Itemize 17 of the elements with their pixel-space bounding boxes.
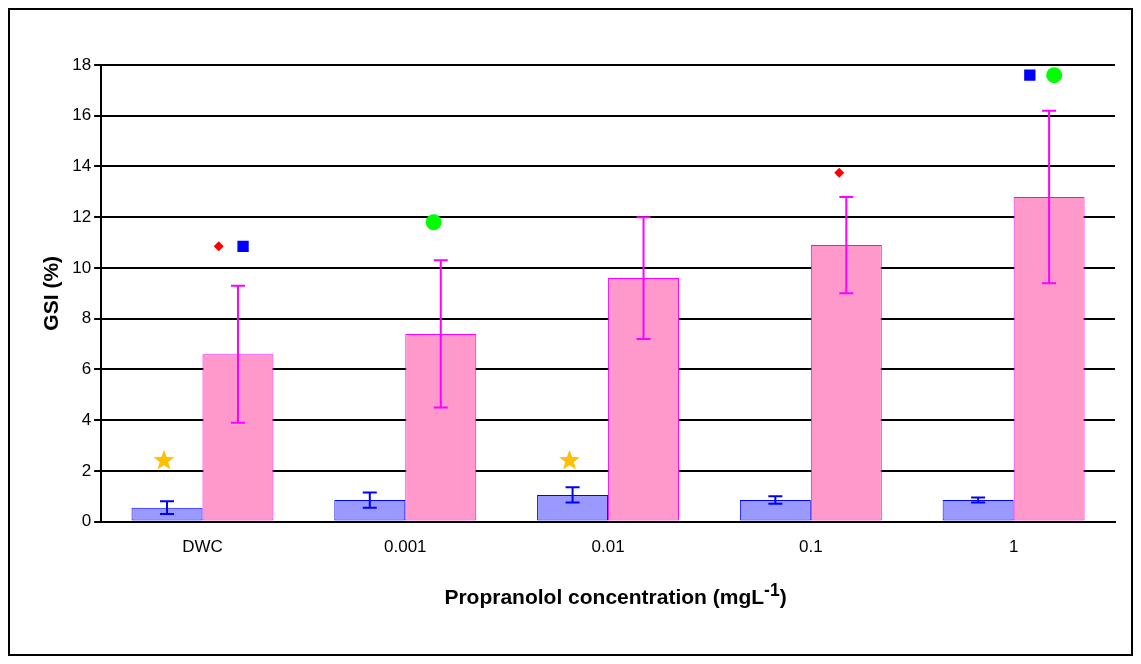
x-tick-label: DWC <box>182 537 223 557</box>
x-tick-label: 1 <box>1008 537 1019 557</box>
y-axis-title: GSI (%) <box>39 255 63 331</box>
y-tick-label: 16 <box>72 105 92 125</box>
y-tick-label: 12 <box>72 206 92 226</box>
y-tick-label: 2 <box>81 460 92 480</box>
y-tick-label: 14 <box>72 156 92 176</box>
y-tick-label: 10 <box>72 257 92 277</box>
y-tick-label: 6 <box>81 359 92 379</box>
y-tick-label: 8 <box>81 308 92 328</box>
x-tick-label: 0.1 <box>799 537 823 557</box>
y-tick-label: 4 <box>81 409 92 429</box>
y-tick-label: 0 <box>81 511 92 531</box>
x-tick-label: 0.001 <box>384 537 427 557</box>
x-tick-label: 0.01 <box>591 537 625 557</box>
x-axis-title: Propranolol concentration (mgL$^{-1}$) <box>443 580 788 609</box>
y-tick-label: 18 <box>72 54 92 74</box>
